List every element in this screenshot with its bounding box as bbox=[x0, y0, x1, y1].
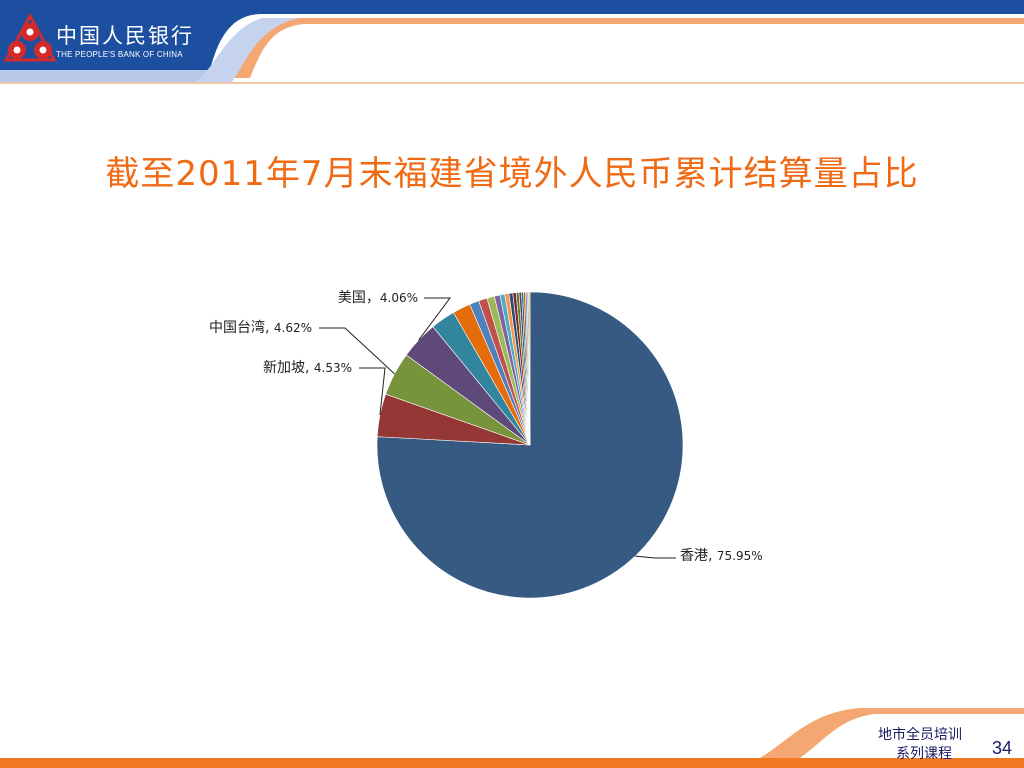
header-band: 中国人民银行 THE PEOPLE'S BANK OF CHINA bbox=[0, 0, 1024, 100]
footer-line2: 系列课程 bbox=[896, 746, 952, 762]
bank-name-en: THE PEOPLE'S BANK OF CHINA bbox=[56, 50, 183, 59]
page-number: 34 bbox=[991, 738, 1012, 758]
bank-logo: 中国人民银行 THE PEOPLE'S BANK OF CHINA bbox=[0, 8, 215, 68]
label-usa: 美国，4.06% bbox=[338, 290, 418, 306]
label-taiwan: 中国台湾, 4.62% bbox=[209, 319, 312, 336]
footer-line1: 地市全员培训 bbox=[878, 727, 962, 743]
leader-line-新加坡 bbox=[359, 367, 386, 416]
pie-slice-香港 bbox=[376, 291, 684, 599]
label-singapore: 新加坡, 4.53% bbox=[263, 360, 352, 376]
pboc-emblem-icon bbox=[3, 12, 57, 62]
label-leader-lines bbox=[319, 297, 676, 559]
bank-name-cn: 中国人民银行 bbox=[56, 24, 194, 48]
label-hong-kong: 香港, 75.95% bbox=[680, 548, 763, 564]
footer-decoration bbox=[0, 708, 1024, 768]
footer-band: 地市全员培训 系列课程 bbox=[0, 700, 1024, 768]
leader-line-中国台湾 bbox=[319, 327, 395, 375]
leader-line-香港 bbox=[635, 555, 676, 559]
pie-slices bbox=[376, 291, 684, 599]
leader-line-美国 bbox=[418, 297, 451, 341]
pie-labels: 香港, 75.95% 新加坡, 4.53% 中国台湾, 4.62% 美国，4.0… bbox=[209, 290, 763, 564]
header-decoration bbox=[0, 0, 1024, 84]
pie-chart: 香港, 75.95% 新加坡, 4.53% 中国台湾, 4.62% 美国，4.0… bbox=[209, 290, 763, 599]
slide-title: 截至2011年7月末福建省境外人民币累计结算量占比 bbox=[105, 154, 919, 194]
pie-slice-20 bbox=[528, 291, 531, 446]
